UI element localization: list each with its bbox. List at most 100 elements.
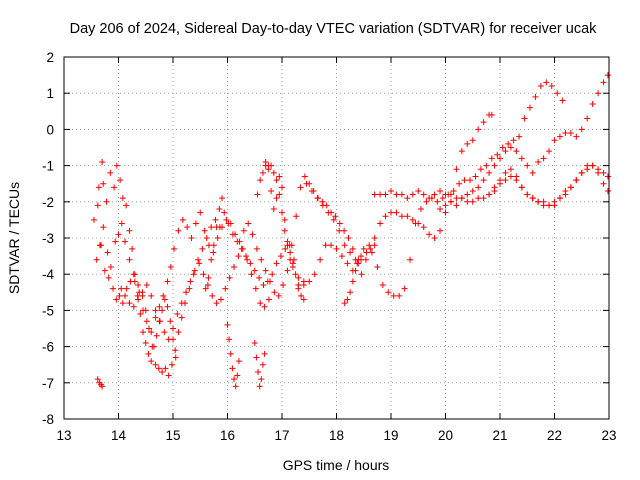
data-point	[567, 184, 574, 191]
data-point	[371, 235, 378, 241]
data-point	[535, 198, 542, 205]
data-point	[398, 213, 405, 220]
y-tick-label: 1	[46, 86, 54, 101]
data-point	[494, 151, 501, 158]
data-point	[134, 292, 141, 299]
data-point	[231, 263, 238, 270]
data-point	[208, 224, 215, 231]
data-point	[104, 249, 111, 256]
data-point	[226, 274, 233, 281]
data-point	[269, 271, 276, 278]
data-point	[483, 162, 490, 169]
data-point	[126, 227, 133, 234]
data-point	[243, 253, 250, 260]
data-point	[431, 235, 438, 241]
data-point	[178, 300, 185, 307]
data-point	[345, 235, 352, 241]
data-point	[300, 282, 307, 289]
data-point	[502, 148, 509, 155]
data-point	[94, 202, 101, 209]
data-point	[311, 271, 318, 278]
data-point	[554, 90, 561, 97]
x-tick-label: 13	[56, 428, 71, 443]
data-point	[426, 195, 433, 202]
data-point	[113, 296, 120, 303]
data-point	[255, 368, 262, 375]
data-point	[551, 198, 558, 205]
x-tick-label: 15	[165, 428, 180, 443]
data-point	[363, 249, 370, 256]
y-tick-label: -8	[42, 412, 54, 427]
data-point	[332, 213, 339, 220]
data-point	[442, 209, 449, 216]
series-track-7	[371, 72, 611, 209]
data-point	[434, 198, 441, 205]
data-point	[377, 191, 384, 198]
data-point	[244, 256, 251, 263]
data-point	[268, 187, 275, 194]
data-point	[90, 216, 97, 223]
data-point	[308, 187, 315, 194]
data-point	[518, 184, 525, 191]
data-point	[510, 137, 517, 144]
y-tick-label: -7	[42, 376, 54, 391]
data-point	[393, 191, 400, 198]
data-point	[99, 383, 106, 390]
data-point	[567, 130, 574, 137]
data-point	[600, 79, 607, 86]
data-point	[229, 231, 236, 238]
data-point	[103, 198, 110, 205]
data-point	[279, 184, 285, 191]
data-point	[589, 162, 596, 169]
data-point	[172, 354, 179, 361]
data-point	[420, 224, 427, 231]
data-point	[367, 245, 374, 252]
data-point	[526, 104, 533, 111]
data-point	[475, 195, 482, 202]
data-point	[393, 209, 400, 216]
data-point	[464, 191, 471, 198]
data-point	[156, 318, 163, 325]
x-tick-label: 18	[329, 428, 344, 443]
data-point	[159, 368, 166, 375]
data-point	[156, 303, 163, 310]
data-point	[122, 292, 129, 299]
data-point	[604, 187, 611, 194]
data-point	[532, 93, 539, 100]
data-point	[284, 238, 291, 245]
series-track-9	[486, 162, 611, 209]
data-point	[548, 82, 555, 89]
data-point	[130, 303, 137, 310]
data-point	[412, 220, 419, 227]
chart-title: Day 206 of 2024, Sidereal Day-to-day VTE…	[70, 21, 598, 37]
data-point	[352, 256, 359, 263]
data-point	[137, 311, 144, 318]
data-point	[505, 140, 512, 147]
y-tick-label: -6	[42, 340, 54, 355]
data-point	[253, 245, 260, 252]
data-point	[160, 292, 167, 299]
data-point	[248, 271, 255, 278]
data-point	[368, 249, 375, 256]
data-point	[148, 292, 155, 299]
data-point	[347, 289, 354, 296]
data-point	[281, 227, 288, 234]
data-point	[261, 350, 268, 357]
data-point	[281, 216, 288, 223]
data-point	[562, 130, 569, 137]
data-point	[589, 101, 596, 108]
data-point	[382, 191, 389, 198]
data-point	[213, 224, 220, 231]
data-point	[139, 289, 146, 296]
data-point	[447, 198, 454, 205]
data-point	[175, 329, 182, 336]
data-point	[247, 260, 254, 267]
data-point	[491, 162, 498, 169]
x-tick-label: 17	[274, 428, 289, 443]
data-point	[280, 282, 287, 289]
data-point	[319, 198, 326, 205]
data-point	[224, 321, 231, 328]
data-point	[161, 329, 168, 336]
data-point	[475, 184, 482, 191]
data-point	[140, 329, 147, 336]
